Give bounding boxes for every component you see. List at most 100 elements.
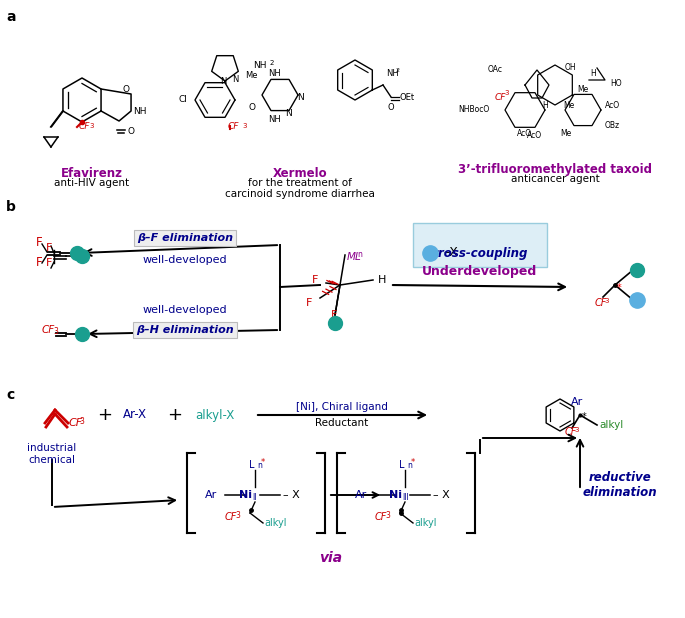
Text: Cl: Cl	[178, 96, 187, 104]
Text: b: b	[6, 200, 16, 214]
Text: 3: 3	[385, 510, 390, 520]
Text: *: *	[411, 459, 415, 467]
Text: AcO: AcO	[517, 129, 532, 137]
Text: a: a	[6, 10, 16, 24]
FancyBboxPatch shape	[413, 223, 547, 267]
Text: F: F	[306, 298, 312, 308]
Text: 3: 3	[242, 123, 247, 129]
Text: HO: HO	[610, 78, 621, 88]
Text: Me: Me	[563, 101, 574, 109]
Text: industrial
chemical: industrial chemical	[27, 443, 77, 465]
Text: NH: NH	[269, 116, 282, 124]
Text: CF: CF	[375, 512, 388, 522]
Text: CF: CF	[79, 122, 90, 131]
Text: well-developed: well-developed	[142, 305, 227, 315]
Text: 3: 3	[574, 427, 579, 433]
Text: *: *	[582, 412, 587, 422]
Text: AcO: AcO	[527, 130, 543, 140]
Text: CF: CF	[225, 512, 238, 522]
Text: Ni: Ni	[389, 490, 402, 500]
Text: F: F	[36, 255, 43, 268]
Text: 2: 2	[396, 69, 400, 74]
Text: 2: 2	[270, 60, 275, 66]
Text: alkyl: alkyl	[264, 518, 286, 528]
Text: Me: Me	[560, 129, 571, 137]
Text: L: L	[399, 460, 405, 470]
Text: *: *	[617, 283, 622, 293]
Text: Efavirenz: Efavirenz	[61, 167, 123, 180]
Text: II: II	[252, 493, 256, 502]
Text: n: n	[257, 460, 262, 470]
Text: well-developed: well-developed	[142, 255, 227, 265]
Text: reductive
elimination: reductive elimination	[583, 471, 658, 499]
Text: ML: ML	[347, 252, 362, 262]
Text: Ar: Ar	[571, 397, 583, 407]
Text: – X: – X	[433, 490, 450, 500]
Text: CF: CF	[595, 298, 608, 308]
Text: Me: Me	[577, 85, 588, 95]
Text: NHBocO: NHBocO	[459, 106, 490, 114]
Text: anti-HIV agent: anti-HIV agent	[54, 178, 129, 188]
Text: N: N	[232, 75, 238, 83]
Text: Ni: Ni	[239, 490, 252, 500]
Text: L: L	[249, 460, 255, 470]
Text: H: H	[378, 275, 386, 285]
Text: alkyl-X: alkyl-X	[195, 408, 235, 421]
Text: Ar-X: Ar-X	[123, 408, 147, 421]
Text: [Ni], Chiral ligand: [Ni], Chiral ligand	[296, 402, 388, 412]
Text: N: N	[286, 109, 292, 118]
Text: +: +	[168, 406, 182, 424]
Text: O: O	[127, 127, 134, 135]
Text: N: N	[297, 93, 304, 101]
Text: F: F	[312, 275, 318, 285]
Text: Xermelo: Xermelo	[273, 167, 327, 180]
Text: alkyl: alkyl	[599, 420, 623, 430]
Text: NH: NH	[269, 69, 282, 77]
Text: –X: –X	[443, 247, 458, 260]
Text: n: n	[407, 460, 412, 470]
Text: 3’-trifluoromethylated taxoid: 3’-trifluoromethylated taxoid	[458, 163, 652, 176]
Text: III: III	[402, 493, 409, 502]
Text: O: O	[388, 103, 395, 111]
Text: c: c	[6, 388, 14, 402]
Text: F: F	[331, 310, 337, 320]
Text: OBz: OBz	[605, 121, 620, 130]
Text: *: *	[261, 459, 265, 467]
Text: 3: 3	[604, 298, 608, 304]
Text: 3: 3	[235, 510, 240, 520]
Text: CF: CF	[69, 418, 83, 428]
Text: NH: NH	[253, 61, 266, 69]
Text: OAc: OAc	[488, 66, 503, 75]
Text: 3: 3	[89, 123, 93, 129]
Text: cross-coupling: cross-coupling	[432, 247, 528, 260]
Text: Ar: Ar	[205, 490, 217, 500]
Text: AcO: AcO	[605, 101, 620, 109]
Text: OH: OH	[564, 62, 576, 72]
Text: β–F elimination: β–F elimination	[137, 233, 233, 243]
Text: H: H	[542, 101, 548, 109]
Text: Reductant: Reductant	[315, 418, 369, 428]
Text: H: H	[590, 69, 596, 77]
Text: NH: NH	[386, 69, 399, 77]
Text: via: via	[319, 551, 342, 565]
Text: – X: – X	[283, 490, 300, 500]
Text: CF: CF	[42, 325, 55, 335]
Text: NH: NH	[133, 106, 147, 116]
Text: Underdeveloped: Underdeveloped	[423, 266, 538, 279]
Text: Me: Me	[245, 70, 258, 80]
Text: n: n	[357, 250, 362, 259]
Text: 3: 3	[53, 328, 58, 336]
Text: CF: CF	[565, 427, 577, 437]
Text: for the treatment of: for the treatment of	[248, 178, 352, 188]
Text: F: F	[46, 258, 52, 268]
Text: CF: CF	[227, 122, 238, 131]
Text: anticancer agent: anticancer agent	[510, 174, 599, 184]
Text: CF: CF	[495, 93, 506, 101]
Text: O: O	[123, 85, 129, 93]
Text: +: +	[97, 406, 112, 424]
Text: β–H elimination: β–H elimination	[136, 325, 234, 335]
Text: 3: 3	[79, 417, 84, 426]
Text: carcinoid syndrome diarrhea: carcinoid syndrome diarrhea	[225, 189, 375, 199]
Text: 3: 3	[504, 90, 508, 96]
Text: N: N	[220, 77, 226, 87]
